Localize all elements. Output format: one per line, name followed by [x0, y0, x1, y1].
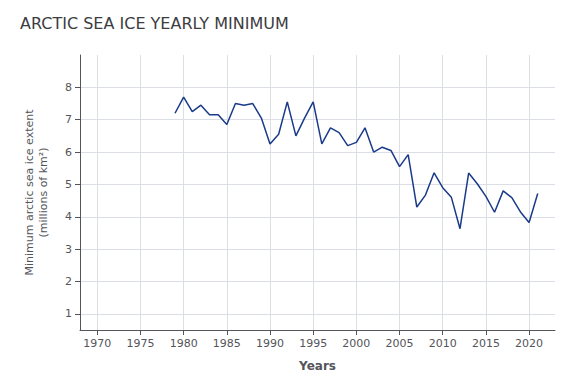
svg-text:4: 4 — [65, 210, 72, 223]
svg-text:Minimum arctic sea ice extent: Minimum arctic sea ice extent — [23, 109, 36, 276]
svg-text:7: 7 — [65, 113, 72, 126]
svg-text:8: 8 — [65, 81, 72, 94]
svg-text:1970: 1970 — [83, 337, 111, 350]
svg-text:2: 2 — [65, 275, 72, 288]
svg-text:2020: 2020 — [515, 337, 543, 350]
svg-text:1975: 1975 — [126, 337, 154, 350]
svg-text:5: 5 — [65, 178, 72, 191]
svg-text:2015: 2015 — [472, 337, 500, 350]
svg-text:ARCTIC SEA ICE YEARLY MINIMUM: ARCTIC SEA ICE YEARLY MINIMUM — [20, 14, 289, 33]
svg-text:2010: 2010 — [429, 337, 457, 350]
svg-text:1995: 1995 — [299, 337, 327, 350]
svg-text:1980: 1980 — [170, 337, 198, 350]
svg-text:2005: 2005 — [386, 337, 414, 350]
svg-text:Years: Years — [298, 359, 336, 373]
svg-text:6: 6 — [65, 146, 72, 159]
svg-text:3: 3 — [65, 243, 72, 256]
svg-text:2000: 2000 — [342, 337, 370, 350]
svg-text:(millions of km²): (millions of km²) — [37, 147, 50, 237]
svg-text:1985: 1985 — [213, 337, 241, 350]
svg-text:1990: 1990 — [256, 337, 284, 350]
svg-text:1: 1 — [65, 307, 72, 320]
